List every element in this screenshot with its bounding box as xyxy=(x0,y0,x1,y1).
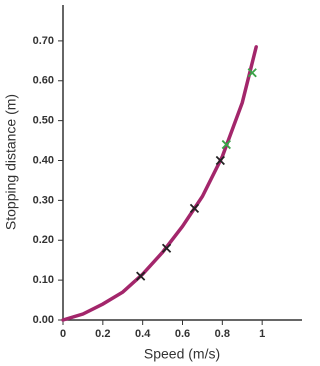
x-tick-label: 1 xyxy=(259,328,265,340)
y-tick-label: 0.20 xyxy=(33,234,54,246)
x-tick-label: 0.8 xyxy=(215,328,230,340)
x-tick-label: 0 xyxy=(60,328,66,340)
y-axis-title: Stopping distance (m) xyxy=(3,94,19,230)
chart: Speed (m/s) Stopping distance (m) 0 0.2 0.… xyxy=(3,5,302,362)
data-point xyxy=(161,243,172,253)
y-tick-label: 0.30 xyxy=(33,194,54,206)
x-tick-label: 0.2 xyxy=(95,328,110,340)
data-point xyxy=(247,68,257,78)
x-tick-label: 0.6 xyxy=(175,328,190,340)
data-point xyxy=(189,203,200,213)
y-tick-label: 0.00 xyxy=(33,314,54,326)
y-tick-label: 0.10 xyxy=(33,274,54,286)
data-point xyxy=(215,155,225,166)
y-tick-label: 0.60 xyxy=(33,75,54,87)
data-point xyxy=(136,271,146,281)
curve xyxy=(61,45,258,322)
y-tick-label: 0.40 xyxy=(33,154,54,166)
y-tick-label: 0.50 xyxy=(33,115,54,127)
x-tick-label: 0.4 xyxy=(135,328,151,340)
x-axis-title: Speed (m/s) xyxy=(144,346,220,362)
y-tick-label: 0.70 xyxy=(33,35,54,47)
data-point xyxy=(221,139,231,150)
